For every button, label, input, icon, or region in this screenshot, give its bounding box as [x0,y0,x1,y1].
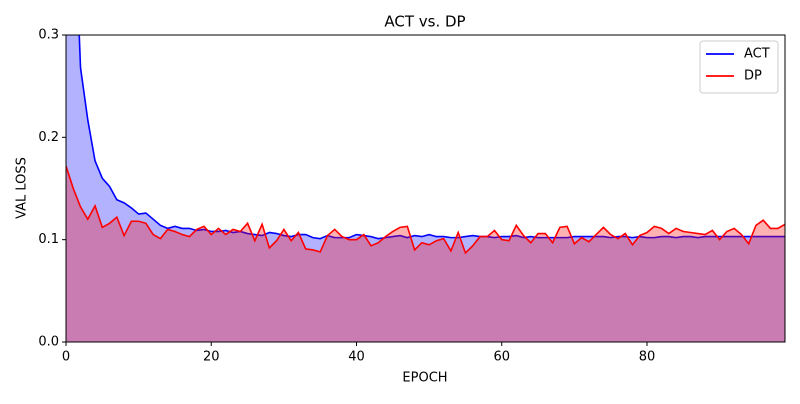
y-axis-label: VAL LOSS [15,157,30,219]
series-line [66,165,785,255]
x-tick-label: 20 [203,350,220,365]
x-axis-label: EPOCH [402,371,447,386]
series-line [78,35,785,240]
legend-label: ACT [744,47,770,62]
chart-title: ACT vs. DP [384,13,465,31]
legend-label: DP [744,69,762,84]
y-tick-label: 0.3 [38,28,59,43]
series-area [66,35,785,342]
plot-area [66,35,785,342]
y-tick-label: 0.1 [38,232,59,247]
x-tick-label: 60 [493,350,510,365]
y-tick-label: 0.2 [38,130,59,145]
y-tick-label: 0.0 [38,335,59,350]
series-area [66,165,785,342]
x-tick-label: 40 [348,350,365,365]
x-tick-label: 80 [639,350,656,365]
axes-frame [65,34,786,343]
x-tick-label: 0 [62,350,70,365]
